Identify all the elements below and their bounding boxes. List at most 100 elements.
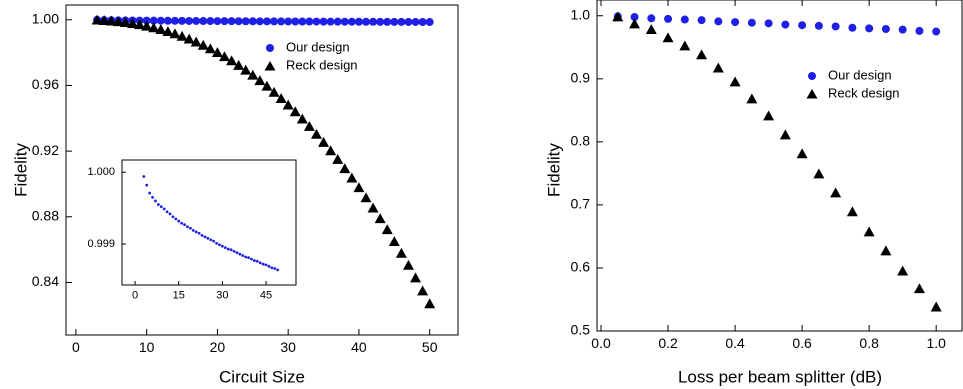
data-point bbox=[312, 17, 321, 26]
data-point bbox=[163, 16, 172, 25]
data-point bbox=[162, 207, 166, 211]
plot-frame bbox=[121, 159, 297, 286]
data-point bbox=[390, 17, 399, 26]
data-point bbox=[347, 17, 356, 26]
x-tick-label: 30 bbox=[280, 339, 296, 355]
data-point bbox=[148, 22, 160, 33]
data-point bbox=[220, 244, 224, 248]
legend-marker bbox=[264, 61, 276, 71]
data-point bbox=[185, 16, 194, 25]
data-point bbox=[169, 28, 181, 39]
data-point bbox=[881, 25, 890, 34]
x-tick-label: 10 bbox=[139, 339, 155, 355]
data-point bbox=[235, 251, 239, 255]
data-point bbox=[197, 231, 201, 235]
data-point bbox=[262, 17, 271, 26]
x-tick-label: 40 bbox=[351, 339, 367, 355]
data-point bbox=[915, 26, 924, 35]
data-point bbox=[255, 259, 259, 263]
data-point bbox=[303, 120, 315, 131]
data-point bbox=[127, 18, 139, 28]
data-point bbox=[664, 14, 673, 23]
x-tick-label: 0.6 bbox=[792, 335, 812, 351]
data-point bbox=[913, 283, 925, 294]
data-point bbox=[932, 27, 941, 36]
data-point bbox=[149, 16, 158, 25]
data-point bbox=[199, 17, 208, 26]
data-point bbox=[270, 266, 274, 270]
data-point bbox=[105, 15, 117, 26]
data-point bbox=[662, 32, 674, 43]
y-tick-label: 0.8 bbox=[571, 133, 591, 149]
data-point bbox=[333, 17, 342, 26]
data-point bbox=[630, 13, 639, 22]
data-point bbox=[410, 272, 422, 283]
data-point bbox=[848, 23, 857, 32]
data-point bbox=[374, 213, 386, 224]
data-point bbox=[226, 247, 230, 251]
data-point bbox=[98, 15, 110, 25]
legend-marker bbox=[266, 44, 274, 52]
data-point bbox=[898, 25, 907, 34]
y-tick-label: 0.84 bbox=[32, 273, 59, 289]
data-point bbox=[183, 223, 186, 227]
data-point bbox=[645, 24, 657, 35]
data-point bbox=[796, 148, 808, 159]
data-point bbox=[119, 17, 131, 27]
data-point bbox=[397, 17, 406, 26]
data-point bbox=[326, 17, 335, 26]
data-point bbox=[176, 30, 188, 41]
data-point bbox=[91, 14, 103, 25]
data-point bbox=[746, 93, 758, 104]
data-point bbox=[213, 17, 222, 26]
y-tick-label: 0.7 bbox=[571, 196, 591, 212]
data-point bbox=[425, 18, 434, 27]
data-point bbox=[277, 17, 286, 26]
data-point bbox=[275, 93, 287, 103]
data-point bbox=[168, 212, 172, 216]
data-point bbox=[154, 199, 157, 203]
x-tick-label: 1.0 bbox=[926, 335, 946, 351]
data-point bbox=[188, 226, 192, 230]
y-tick-label: 1.00 bbox=[32, 10, 59, 26]
legend-label: Our design bbox=[828, 67, 892, 82]
data-point bbox=[411, 17, 420, 26]
data-point bbox=[248, 17, 257, 26]
x-tick-label: 0.2 bbox=[658, 335, 678, 351]
data-point bbox=[200, 234, 204, 237]
data-point bbox=[191, 229, 195, 232]
data-point bbox=[383, 17, 392, 26]
data-point bbox=[192, 16, 201, 25]
data-point bbox=[318, 136, 330, 147]
data-point bbox=[254, 75, 266, 86]
data-point bbox=[319, 17, 328, 26]
data-point bbox=[763, 110, 775, 121]
data-point bbox=[830, 187, 842, 198]
data-point bbox=[226, 55, 238, 66]
data-point bbox=[162, 26, 174, 36]
data-point bbox=[165, 210, 169, 214]
data-point bbox=[310, 128, 322, 139]
data-point bbox=[298, 17, 307, 26]
data-point bbox=[267, 264, 271, 268]
data-point bbox=[112, 16, 124, 27]
x-axis-label: Circuit Size bbox=[219, 367, 305, 386]
y-tick-label: 0.5 bbox=[571, 322, 591, 338]
y-tick-label: 0.999 bbox=[87, 238, 115, 250]
data-point bbox=[247, 69, 259, 80]
data-point bbox=[232, 249, 236, 253]
y-tick-label: 1.000 bbox=[87, 166, 115, 178]
data-point bbox=[362, 17, 371, 26]
data-point bbox=[831, 22, 840, 31]
data-point bbox=[241, 17, 250, 26]
data-point bbox=[282, 99, 294, 110]
data-point bbox=[376, 17, 385, 26]
data-point bbox=[215, 241, 218, 245]
data-point bbox=[268, 86, 280, 97]
data-point bbox=[846, 206, 858, 217]
data-point bbox=[180, 221, 184, 225]
data-point bbox=[252, 259, 256, 262]
data-point bbox=[779, 129, 791, 140]
x-tick-label: 20 bbox=[210, 339, 226, 355]
data-point bbox=[273, 267, 277, 270]
